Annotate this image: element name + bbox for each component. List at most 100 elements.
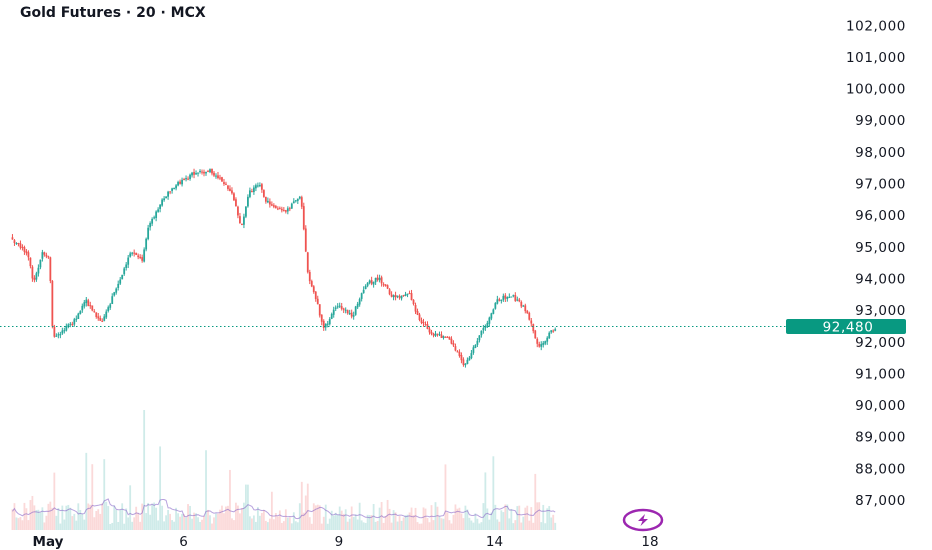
volume-bar — [306, 483, 309, 530]
candle — [151, 217, 154, 227]
candle-body — [139, 256, 142, 258]
volume-bar — [153, 502, 156, 530]
volume-bar — [310, 523, 313, 530]
candle — [145, 237, 148, 252]
volume-bar — [414, 507, 417, 530]
y-tick-label: 96,000 — [855, 208, 906, 224]
candle-body — [215, 175, 217, 177]
volume-bar — [330, 510, 333, 530]
candle-body — [147, 227, 150, 239]
candle-body — [181, 179, 183, 185]
volume-bar — [282, 521, 285, 530]
volume-bar — [536, 502, 539, 530]
candle — [446, 336, 449, 338]
time-axis[interactable]: May 6 9 14 18 — [33, 534, 659, 550]
candle — [456, 350, 459, 353]
candle-body — [274, 206, 277, 208]
x-tick-label: 6 — [179, 534, 188, 550]
candle-body — [15, 243, 18, 245]
candle-body — [65, 326, 68, 331]
candle — [262, 189, 265, 198]
candle-body — [454, 346, 457, 351]
volume-bar — [366, 514, 369, 530]
candle — [95, 312, 98, 319]
volume-bar — [113, 505, 116, 530]
candle — [197, 172, 199, 177]
candle-body — [53, 326, 56, 337]
volume-bar — [550, 517, 553, 530]
candle-body — [135, 252, 138, 256]
candle — [175, 184, 177, 191]
candle — [13, 239, 16, 246]
volume-bar — [151, 504, 154, 530]
volume-bar — [504, 504, 507, 530]
candle — [290, 202, 293, 209]
volume-bar — [444, 464, 447, 530]
candle-body — [292, 201, 295, 204]
volume-bar — [93, 517, 96, 530]
candle-body — [464, 363, 467, 366]
candle — [454, 343, 457, 352]
candle — [91, 305, 94, 312]
candle — [31, 265, 34, 282]
candle — [169, 191, 171, 195]
candle-body — [171, 188, 173, 191]
candle-body — [496, 299, 499, 304]
candle — [39, 259, 42, 270]
candle — [163, 196, 166, 202]
volume-bar — [442, 518, 445, 530]
candle — [334, 305, 337, 312]
candle — [390, 291, 393, 298]
candle — [516, 296, 519, 302]
candle — [362, 286, 365, 294]
candle — [510, 296, 513, 298]
candle-body — [101, 320, 104, 322]
candle-body — [422, 322, 425, 324]
y-tick-label: 94,000 — [855, 271, 906, 287]
candle — [213, 170, 215, 177]
candle-body — [33, 277, 36, 281]
candle-body — [282, 209, 285, 211]
candle-body — [512, 295, 515, 297]
volume-bar — [97, 509, 100, 530]
candle — [77, 312, 80, 320]
volume-bar — [61, 505, 64, 530]
candle-body — [165, 196, 168, 199]
candle-body — [362, 289, 365, 294]
volume-bar — [55, 515, 58, 530]
candle — [344, 307, 347, 314]
volume-bar — [258, 515, 261, 530]
candle — [348, 309, 351, 315]
candle-body — [294, 200, 297, 202]
candle — [131, 251, 134, 256]
candle-body — [113, 292, 116, 296]
volume-bar — [316, 504, 319, 530]
candle-body — [235, 199, 237, 207]
candle — [470, 350, 473, 360]
price-axis[interactable]: 102,000 101,000 100,000 99,000 98,000 97,000 9… — [846, 18, 906, 509]
volume-bar — [326, 523, 329, 530]
volume-bar — [528, 520, 531, 530]
candle — [480, 330, 483, 338]
candle-body — [490, 313, 493, 319]
bolt-icon — [638, 514, 648, 526]
candle-body — [458, 351, 461, 356]
candle-body — [402, 295, 405, 297]
y-tick-label: 97,000 — [855, 177, 906, 193]
candle-body — [330, 314, 333, 319]
candle-body — [404, 294, 407, 296]
volume-bar — [372, 503, 375, 530]
volume-bar — [115, 509, 118, 530]
candle-body — [488, 317, 491, 324]
candle-body — [137, 255, 140, 258]
candle-body — [436, 333, 439, 335]
candle-body — [276, 208, 279, 210]
candle — [35, 271, 38, 282]
candle-body — [354, 306, 357, 315]
candle — [340, 302, 343, 311]
volume-bar — [368, 515, 371, 530]
tradingview-bolt-icon[interactable] — [622, 508, 664, 532]
candle-body — [470, 353, 473, 359]
candle — [286, 206, 289, 215]
